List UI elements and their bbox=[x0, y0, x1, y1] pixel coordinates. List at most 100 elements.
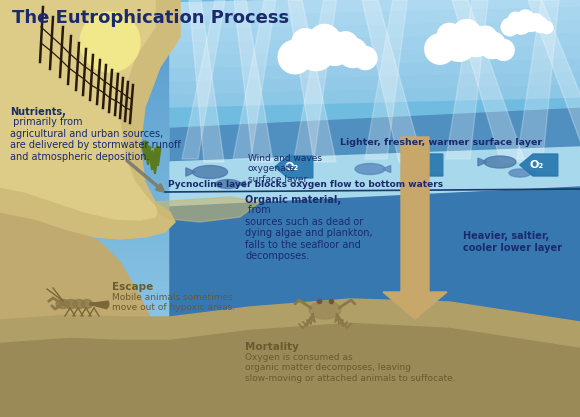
Bar bbox=[0, 256, 580, 259]
Bar bbox=[0, 167, 580, 170]
Bar bbox=[0, 317, 580, 320]
Bar bbox=[0, 197, 580, 200]
Bar bbox=[0, 45, 580, 47]
Polygon shape bbox=[452, 0, 525, 162]
Text: O₂: O₂ bbox=[530, 160, 544, 170]
Bar bbox=[0, 67, 580, 70]
Text: Nutrients,: Nutrients, bbox=[10, 107, 66, 117]
Bar bbox=[0, 284, 580, 286]
Polygon shape bbox=[365, 0, 407, 159]
Bar bbox=[0, 414, 580, 417]
Text: Escape: Escape bbox=[112, 282, 153, 292]
Bar bbox=[0, 153, 580, 156]
Ellipse shape bbox=[73, 299, 85, 309]
Polygon shape bbox=[170, 6, 580, 29]
Bar bbox=[0, 278, 580, 281]
Bar bbox=[0, 367, 580, 370]
Polygon shape bbox=[0, 299, 580, 347]
Bar bbox=[0, 211, 580, 214]
Bar bbox=[0, 228, 580, 231]
Text: Pycnocline layer blocks oxygen flow to bottom waters: Pycnocline layer blocks oxygen flow to b… bbox=[168, 180, 443, 189]
Bar bbox=[0, 106, 580, 108]
Bar bbox=[0, 400, 580, 403]
Polygon shape bbox=[405, 154, 443, 176]
Bar bbox=[0, 395, 580, 397]
Bar bbox=[0, 275, 580, 278]
Bar bbox=[0, 325, 580, 328]
Polygon shape bbox=[186, 168, 195, 176]
Polygon shape bbox=[446, 0, 488, 159]
Bar bbox=[0, 61, 580, 64]
Bar bbox=[0, 30, 580, 33]
Bar bbox=[0, 181, 580, 183]
Polygon shape bbox=[0, 0, 180, 239]
Bar bbox=[0, 222, 580, 225]
Bar bbox=[0, 133, 580, 136]
Bar bbox=[0, 306, 580, 309]
Bar bbox=[0, 206, 580, 208]
Bar bbox=[0, 114, 580, 117]
Polygon shape bbox=[362, 0, 423, 162]
Bar bbox=[0, 362, 580, 364]
Polygon shape bbox=[517, 0, 559, 159]
Polygon shape bbox=[170, 0, 580, 16]
Polygon shape bbox=[238, 181, 245, 187]
Bar bbox=[0, 103, 580, 106]
Bar bbox=[0, 403, 580, 406]
Bar bbox=[0, 372, 580, 375]
Circle shape bbox=[541, 22, 553, 34]
Bar bbox=[0, 108, 580, 111]
Polygon shape bbox=[170, 187, 580, 367]
Bar bbox=[0, 247, 580, 250]
Circle shape bbox=[333, 32, 358, 57]
Bar bbox=[0, 253, 580, 256]
Bar bbox=[0, 303, 580, 306]
Bar bbox=[0, 175, 580, 178]
Bar bbox=[0, 92, 580, 95]
Polygon shape bbox=[170, 84, 580, 107]
Bar bbox=[0, 86, 580, 89]
Bar bbox=[0, 292, 580, 295]
Bar bbox=[0, 270, 580, 272]
Bar bbox=[0, 172, 580, 175]
Bar bbox=[0, 242, 580, 245]
Circle shape bbox=[530, 14, 543, 27]
Bar bbox=[0, 347, 580, 350]
Bar bbox=[0, 36, 580, 39]
Bar bbox=[0, 5, 580, 8]
Bar bbox=[0, 3, 580, 5]
Bar bbox=[0, 136, 580, 139]
Circle shape bbox=[425, 34, 455, 64]
Bar bbox=[0, 50, 580, 53]
Bar bbox=[0, 97, 580, 100]
Bar bbox=[0, 170, 580, 172]
Bar bbox=[0, 72, 580, 75]
Text: O₂: O₂ bbox=[415, 160, 429, 170]
Bar bbox=[0, 337, 580, 339]
Polygon shape bbox=[294, 0, 336, 159]
Bar bbox=[0, 53, 580, 55]
Circle shape bbox=[532, 17, 548, 33]
Bar bbox=[0, 342, 580, 345]
Bar bbox=[0, 231, 580, 234]
Bar bbox=[0, 409, 580, 412]
Bar bbox=[0, 178, 580, 181]
Bar bbox=[0, 345, 580, 347]
Circle shape bbox=[501, 18, 519, 36]
Bar bbox=[0, 28, 580, 30]
Bar bbox=[0, 378, 580, 381]
Ellipse shape bbox=[64, 299, 78, 309]
Bar bbox=[0, 89, 580, 92]
Polygon shape bbox=[0, 0, 158, 220]
Bar bbox=[0, 58, 580, 61]
Ellipse shape bbox=[309, 301, 341, 319]
Bar bbox=[0, 100, 580, 103]
Bar bbox=[0, 147, 580, 150]
Bar bbox=[0, 387, 580, 389]
Bar bbox=[0, 281, 580, 284]
Bar bbox=[0, 359, 580, 362]
Text: Wind and waves
oxygenate
surface layer: Wind and waves oxygenate surface layer bbox=[248, 154, 322, 184]
Circle shape bbox=[508, 12, 523, 26]
Polygon shape bbox=[275, 156, 313, 178]
Bar bbox=[0, 370, 580, 372]
